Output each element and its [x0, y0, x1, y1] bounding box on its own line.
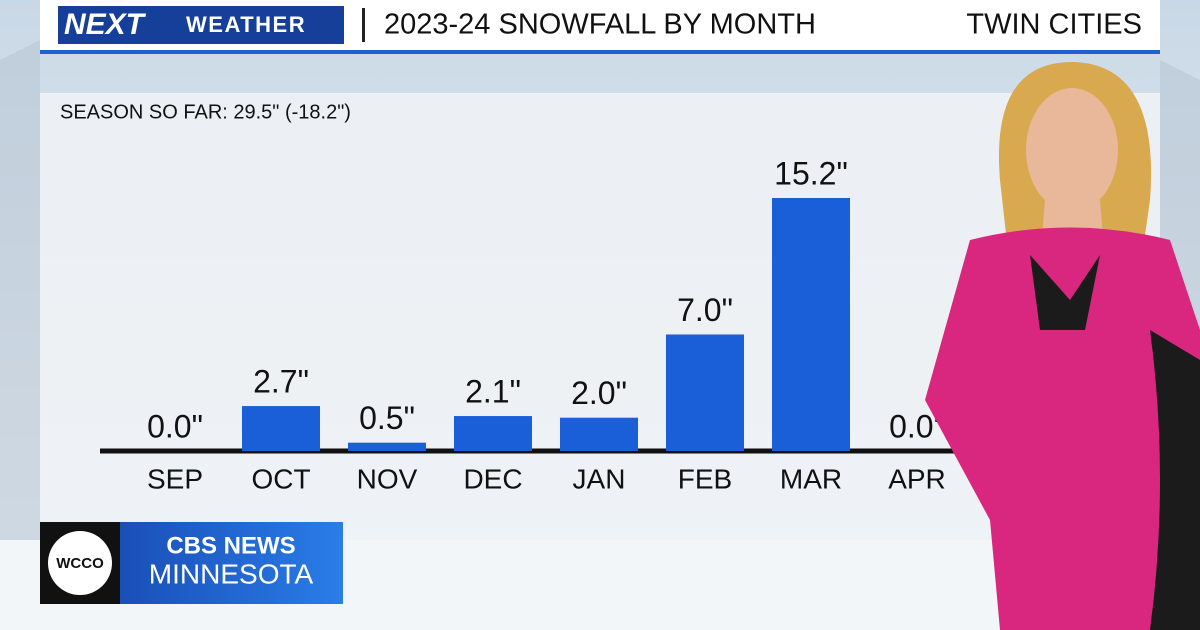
x-tick-label: APR — [888, 463, 946, 494]
x-tick-label: MAR — [780, 463, 842, 494]
brand: NEXT — [64, 8, 147, 41]
chart-title: 2023-24 SNOWFALL BY MONTH — [384, 9, 816, 41]
presenter-face — [1026, 88, 1118, 212]
station: WCCO — [56, 555, 104, 572]
x-tick-label: DEC — [463, 463, 522, 494]
station-logo — [48, 531, 112, 595]
value-label: 2.7" — [253, 364, 309, 400]
chart-subtitle: SEASON SO FAR: 29.5" (-18.2") — [60, 101, 351, 123]
bar — [772, 198, 850, 451]
presenter-collar — [1030, 255, 1100, 330]
brand-box — [58, 6, 344, 44]
presenter-dress-panel — [1150, 330, 1200, 630]
location: TWIN CITIES — [966, 9, 1142, 41]
x-tick-label: JAN — [573, 463, 626, 494]
top-bar-rule — [40, 50, 1160, 54]
divider — [362, 8, 365, 42]
value-label: 7.0" — [677, 292, 733, 328]
presenter-dress — [925, 227, 1200, 630]
plot: 0.0" SEP 2.7" OCT 0.5" NOV 2.1" DEC 2.0" JAN 7.0" F… — [100, 155, 1010, 494]
value-label: 2.1" — [465, 373, 521, 409]
x-tick-label: OCT — [251, 463, 310, 494]
value-label: 15.2" — [774, 155, 848, 191]
x-tick-label: SEP — [147, 463, 203, 494]
bar — [560, 417, 638, 451]
brand-sub: WEATHER — [186, 12, 306, 37]
bar — [454, 416, 532, 451]
network: CBS NEWS — [166, 532, 295, 559]
bar — [666, 334, 744, 451]
network-box — [120, 522, 343, 604]
bar — [242, 406, 320, 451]
region: MINNESOTA — [149, 558, 314, 589]
value-label: 2.0" — [571, 375, 627, 411]
value-label: 0.0" — [147, 408, 203, 444]
bar — [348, 442, 426, 451]
presenter — [925, 61, 1200, 630]
x-tick-label: FEB — [678, 463, 732, 494]
value-label: 0.5" — [359, 400, 415, 436]
x-tick-label: NOV — [357, 463, 418, 494]
snowy-trees — [0, 40, 40, 600]
